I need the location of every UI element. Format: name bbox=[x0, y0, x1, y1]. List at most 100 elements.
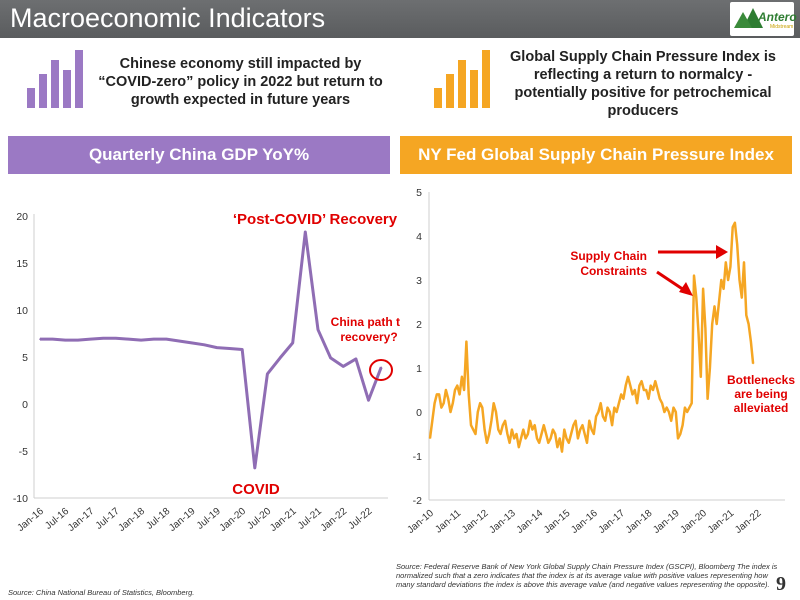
gscpi-data-point bbox=[618, 402, 620, 404]
gdp-x-tick-label: Jan-20 bbox=[218, 506, 249, 534]
gscpi-x-tick-label: Jan-20 bbox=[679, 508, 710, 536]
gscpi-data-point bbox=[470, 424, 472, 426]
gscpi-x-tick-label: Jan-12 bbox=[460, 508, 491, 536]
gscpi-data-point bbox=[515, 433, 518, 435]
logo-mountain-small-icon bbox=[734, 12, 752, 28]
gscpi-y-tick-label: 3 bbox=[416, 275, 422, 287]
gscpi-data-point bbox=[520, 437, 522, 439]
gscpi-data-point bbox=[550, 437, 552, 439]
gscpi-data-point bbox=[695, 297, 697, 299]
gscpi-data-point bbox=[577, 437, 579, 439]
gscpi-x-tick-label: Jan-21 bbox=[706, 508, 737, 536]
gscpi-data-point bbox=[616, 411, 618, 413]
gscpi-data-point bbox=[659, 398, 661, 400]
gscpi-data-point bbox=[745, 314, 747, 316]
gscpi-data-point bbox=[529, 420, 531, 422]
gscpi-x-tick-label: Jan-11 bbox=[433, 508, 463, 536]
gscpi-y-tick-label: 4 bbox=[416, 231, 422, 243]
recovery-annotation: ‘Post-COVID’ Recovery bbox=[233, 211, 398, 228]
gscpi-data-point bbox=[691, 402, 693, 404]
gdp-data-point bbox=[216, 346, 218, 349]
gscpi-data-point bbox=[631, 393, 634, 395]
gdp-data-point bbox=[291, 342, 294, 344]
gscpi-data-point bbox=[663, 411, 665, 413]
recovery-circle-marker bbox=[369, 359, 393, 381]
gscpi-data-point bbox=[554, 433, 556, 435]
gscpi-data-point bbox=[540, 433, 543, 435]
gscpi-data-point bbox=[743, 261, 745, 263]
gscpi-data-point bbox=[522, 429, 524, 431]
gscpi-data-point bbox=[499, 433, 502, 435]
gscpi-x-tick-label: Jan-22 bbox=[733, 508, 764, 536]
gscpi-data-point bbox=[581, 424, 584, 426]
gscpi-data-point bbox=[538, 442, 540, 444]
header-bar: Macroeconomic Indicators Antero Midstrea… bbox=[0, 0, 800, 38]
logo-text: Antero bbox=[758, 10, 797, 24]
gscpi-data-point bbox=[559, 437, 561, 439]
gscpi-data-point bbox=[479, 402, 481, 404]
gscpi-data-point bbox=[732, 226, 734, 228]
gdp-x-tick-label: Jan-22 bbox=[319, 506, 350, 534]
gdp-x-tick-label: Jan-18 bbox=[117, 506, 148, 534]
gscpi-data-point bbox=[636, 402, 638, 404]
gscpi-data-point bbox=[518, 446, 520, 448]
gscpi-x-tick-label: Jan-10 bbox=[405, 508, 436, 536]
gdp-data-point bbox=[304, 231, 307, 233]
gscpi-data-point bbox=[675, 411, 677, 413]
gdp-data-point bbox=[380, 366, 382, 369]
gscpi-data-point bbox=[672, 407, 675, 409]
gscpi-data-point bbox=[613, 407, 615, 409]
gscpi-data-point bbox=[670, 420, 672, 422]
gscpi-data-point bbox=[465, 341, 468, 343]
gscpi-data-point bbox=[716, 323, 718, 325]
gscpi-data-point bbox=[593, 433, 595, 435]
gscpi-data-point bbox=[456, 385, 458, 387]
gdp-data-point bbox=[64, 339, 67, 341]
gdp-data-point bbox=[190, 342, 193, 344]
gscpi-y-tick-label: 1 bbox=[416, 363, 422, 375]
gscpi-x-tick-label: Jan-14 bbox=[515, 508, 546, 536]
gscpi-data-point bbox=[600, 402, 602, 404]
gscpi-data-point bbox=[468, 393, 470, 395]
gscpi-data-point bbox=[666, 407, 668, 409]
gscpi-data-point bbox=[438, 393, 440, 395]
gscpi-data-point bbox=[504, 420, 506, 422]
gscpi-data-point bbox=[604, 420, 606, 422]
left-callout-text: Chinese economy still impacted by “COVID… bbox=[98, 56, 383, 108]
gscpi-data-point bbox=[429, 437, 431, 439]
gdp-data-point bbox=[329, 357, 332, 359]
gscpi-data-point bbox=[590, 429, 593, 431]
gscpi-data-point bbox=[620, 393, 622, 395]
gscpi-data-point bbox=[734, 222, 736, 224]
gscpi-data-point bbox=[741, 297, 743, 299]
gscpi-data-point bbox=[586, 442, 588, 444]
gscpi-data-point bbox=[681, 424, 684, 426]
gscpi-data-point bbox=[440, 407, 442, 409]
gscpi-data-point bbox=[643, 389, 645, 391]
gscpi-data-point bbox=[609, 411, 611, 413]
gscpi-data-point bbox=[547, 442, 549, 444]
antero-logo: Antero Midstream bbox=[730, 2, 797, 36]
gscpi-data-point bbox=[686, 411, 688, 413]
gscpi-data-point bbox=[524, 437, 527, 439]
gscpi-y-tick-label: -2 bbox=[413, 495, 422, 507]
gscpi-data-point bbox=[697, 332, 700, 334]
gscpi-data-point bbox=[684, 407, 686, 409]
gdp-data-point bbox=[178, 340, 180, 342]
gscpi-data-point bbox=[736, 244, 738, 246]
gdp-data-point bbox=[127, 338, 130, 340]
gscpi-data-point bbox=[645, 389, 647, 391]
gdp-x-tick-label: Jan-17 bbox=[66, 506, 97, 534]
gscpi-data-point bbox=[502, 424, 504, 426]
gdp-data-point bbox=[152, 338, 155, 340]
gscpi-data-point bbox=[536, 437, 538, 439]
gdp-data-point bbox=[165, 338, 168, 340]
gscpi-x-tick-label: Jan-15 bbox=[542, 508, 573, 536]
gscpi-data-point bbox=[575, 420, 577, 422]
gscpi-data-point bbox=[750, 341, 752, 343]
gscpi-data-point bbox=[486, 442, 488, 444]
gscpi-data-point bbox=[707, 398, 709, 400]
gdp-data-point bbox=[203, 343, 206, 346]
gscpi-data-point bbox=[477, 411, 479, 413]
covid-annotation: COVID bbox=[232, 481, 280, 498]
